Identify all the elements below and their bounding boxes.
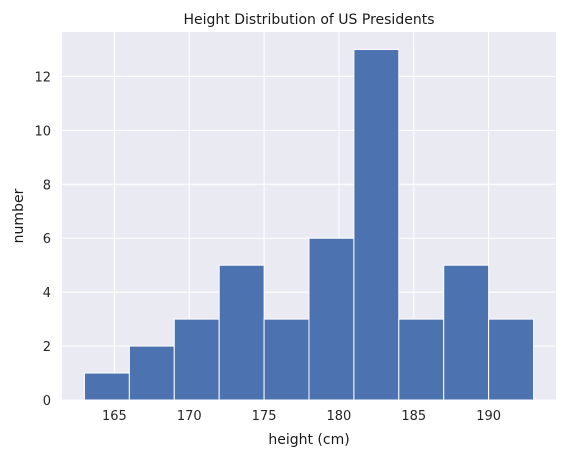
x-tick-label: 165 xyxy=(102,409,127,424)
histogram-bar xyxy=(308,237,355,401)
x-tick-label: 170 xyxy=(177,409,202,424)
y-tick-label: 4 xyxy=(43,286,51,301)
chart-title: Height Distribution of US Presidents xyxy=(184,12,435,28)
y-tick-label: 12 xyxy=(34,70,51,85)
y-tick-label: 6 xyxy=(43,232,51,247)
x-tick-label: 190 xyxy=(476,409,501,424)
y-tick-label: 0 xyxy=(43,394,51,409)
x-axis-ticks: 165 170 175 180 185 190 xyxy=(102,409,501,424)
histogram-bar xyxy=(83,372,130,401)
histogram-bar xyxy=(218,264,265,401)
x-axis-label: height (cm) xyxy=(268,432,349,448)
bars xyxy=(83,49,535,401)
y-axis-label: number xyxy=(11,188,27,243)
histogram-bar xyxy=(173,318,220,401)
y-axis-ticks: 0 2 4 6 8 10 12 xyxy=(34,70,51,409)
y-tick-label: 8 xyxy=(43,178,51,193)
x-tick-label: 180 xyxy=(327,409,352,424)
y-tick-label: 2 xyxy=(43,340,51,355)
x-tick-label: 175 xyxy=(252,409,277,424)
histogram-bar xyxy=(398,318,445,401)
y-tick-label: 10 xyxy=(34,124,51,139)
histogram-bar xyxy=(443,264,490,401)
x-tick-label: 185 xyxy=(401,409,426,424)
histogram-bar xyxy=(263,318,310,401)
histogram-bar xyxy=(488,318,535,401)
histogram-bar xyxy=(128,345,175,401)
histogram-bar xyxy=(353,49,400,401)
